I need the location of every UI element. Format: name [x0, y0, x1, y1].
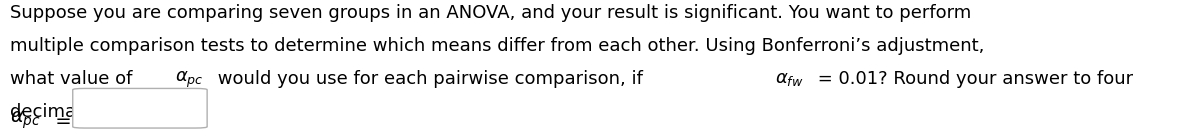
Text: what value of: what value of [10, 70, 138, 88]
Text: decimal places.: decimal places. [10, 103, 150, 121]
Text: $\alpha_{pc}$: $\alpha_{pc}$ [175, 70, 204, 90]
Text: = 0.01? Round your answer to four: = 0.01? Round your answer to four [812, 70, 1133, 88]
Text: $\alpha_{fw}$: $\alpha_{fw}$ [775, 70, 804, 88]
Text: would you use for each pairwise comparison, if: would you use for each pairwise comparis… [212, 70, 648, 88]
Text: $\alpha_{pc}$: $\alpha_{pc}$ [10, 109, 41, 131]
Text: =: = [49, 112, 72, 131]
Text: Suppose you are comparing seven groups in an ANOVA, and your result is significa: Suppose you are comparing seven groups i… [10, 4, 971, 22]
Text: multiple comparison tests to determine which means differ from each other. Using: multiple comparison tests to determine w… [10, 37, 984, 55]
FancyBboxPatch shape [73, 88, 208, 128]
